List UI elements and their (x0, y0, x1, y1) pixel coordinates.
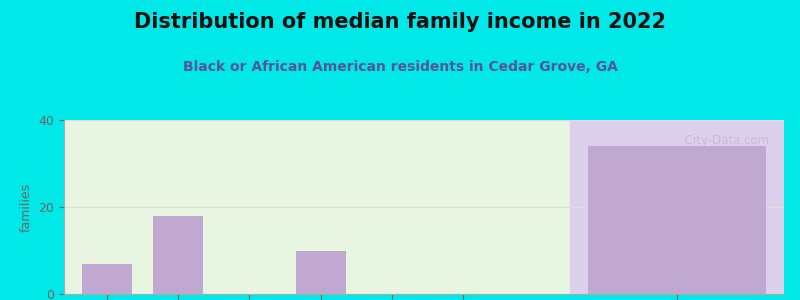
Text: Black or African American residents in Cedar Grove, GA: Black or African American residents in C… (182, 60, 618, 74)
Bar (82, 263, 132, 294)
Y-axis label: families: families (20, 182, 33, 232)
Bar (153, 216, 203, 294)
Text: City-Data.com: City-Data.com (678, 134, 770, 147)
Bar (570, 120, 784, 294)
Bar (588, 146, 766, 294)
Text: Distribution of median family income in 2022: Distribution of median family income in … (134, 12, 666, 32)
Bar (296, 250, 346, 294)
